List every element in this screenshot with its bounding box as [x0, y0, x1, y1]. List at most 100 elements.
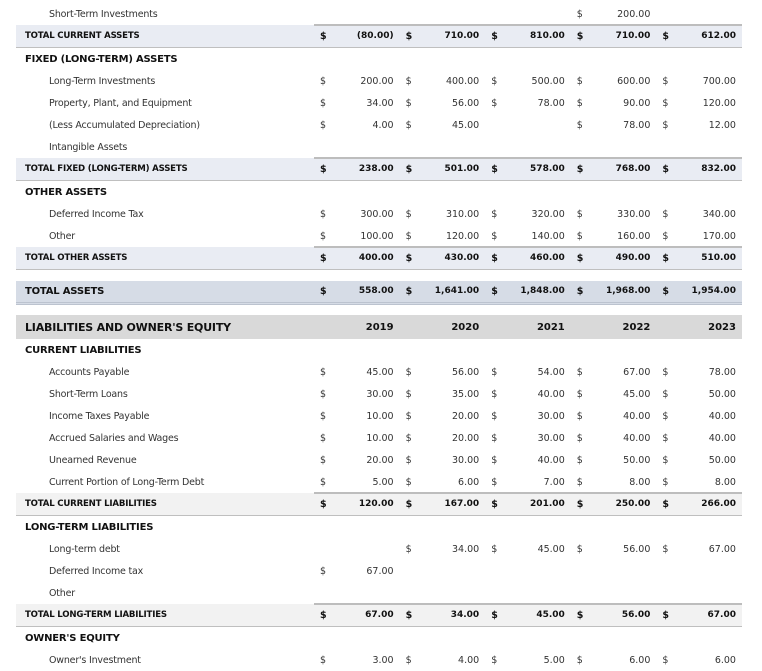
- cell-2022[interactable]: $600.00: [571, 76, 657, 87]
- cell-2022[interactable]: $78.00: [571, 120, 657, 131]
- cell-2021[interactable]: $500.00: [485, 76, 571, 87]
- cell-2023[interactable]: $50.00: [656, 389, 742, 400]
- cell-2019[interactable]: $3.00: [314, 655, 400, 666]
- cell-2019[interactable]: $200.00: [314, 76, 400, 87]
- cell-2022[interactable]: $67.00: [571, 367, 657, 378]
- cell-2020[interactable]: $400.00: [400, 76, 486, 87]
- cell-2023[interactable]: $40.00: [656, 411, 742, 422]
- cell-2023[interactable]: $120.00: [656, 98, 742, 109]
- cell-2022[interactable]: $710.00: [571, 31, 657, 42]
- year-header[interactable]: 2019: [314, 322, 400, 333]
- cell-2019[interactable]: $238.00: [314, 164, 400, 175]
- cell-2020[interactable]: $310.00: [400, 209, 486, 220]
- cell-2021[interactable]: $54.00: [485, 367, 571, 378]
- cell-2021[interactable]: $1,848.00: [485, 286, 571, 297]
- cell-2021[interactable]: $40.00: [485, 455, 571, 466]
- cell-2020[interactable]: $430.00: [400, 253, 486, 264]
- cell-2020[interactable]: $34.00: [400, 544, 486, 555]
- cell-2020[interactable]: $1,641.00: [400, 286, 486, 297]
- cell-2020[interactable]: $56.00: [400, 98, 486, 109]
- cell-2020[interactable]: $45.00: [400, 120, 486, 131]
- cell-2023[interactable]: $6.00: [656, 655, 742, 666]
- cell-2021[interactable]: $30.00: [485, 433, 571, 444]
- cell-2021[interactable]: [485, 566, 571, 577]
- cell-2020[interactable]: $20.00: [400, 433, 486, 444]
- cell-2021[interactable]: $320.00: [485, 209, 571, 220]
- cell-2023[interactable]: $50.00: [656, 455, 742, 466]
- cell-2019[interactable]: $300.00: [314, 209, 400, 220]
- cell-2021[interactable]: $810.00: [485, 31, 571, 42]
- cell-2020[interactable]: $4.00: [400, 655, 486, 666]
- year-header[interactable]: 2022: [571, 322, 657, 333]
- cell-2019[interactable]: $558.00: [314, 286, 400, 297]
- cell-2022[interactable]: $200.00: [571, 9, 657, 20]
- cell-2019[interactable]: $5.00: [314, 477, 400, 488]
- cell-2023[interactable]: $67.00: [656, 610, 742, 621]
- cell-2019[interactable]: $45.00: [314, 367, 400, 378]
- cell-2019[interactable]: $67.00: [314, 566, 400, 577]
- cell-2020[interactable]: [400, 9, 486, 20]
- year-header[interactable]: 2023: [656, 322, 742, 333]
- cell-2021[interactable]: $40.00: [485, 389, 571, 400]
- cell-2021[interactable]: $201.00: [485, 499, 571, 510]
- cell-2022[interactable]: $1,968.00: [571, 286, 657, 297]
- cell-2023[interactable]: $832.00: [656, 164, 742, 175]
- cell-2022[interactable]: $8.00: [571, 477, 657, 488]
- cell-2023[interactable]: [656, 566, 742, 577]
- cell-2020[interactable]: $34.00: [400, 610, 486, 621]
- cell-2023[interactable]: $170.00: [656, 231, 742, 242]
- cell-2020[interactable]: $35.00: [400, 389, 486, 400]
- cell-2019[interactable]: $ (80.00): [314, 31, 400, 42]
- cell-2023[interactable]: $510.00: [656, 253, 742, 264]
- cell-2020[interactable]: $501.00: [400, 164, 486, 175]
- cell-2022[interactable]: $40.00: [571, 433, 657, 444]
- cell-2019[interactable]: $67.00: [314, 610, 400, 621]
- cell-2019[interactable]: $20.00: [314, 455, 400, 466]
- cell-2022[interactable]: $768.00: [571, 164, 657, 175]
- cell-2023[interactable]: [656, 9, 742, 20]
- cell-2020[interactable]: $6.00: [400, 477, 486, 488]
- cell-2023[interactable]: $8.00: [656, 477, 742, 488]
- cell-2021[interactable]: $45.00: [485, 610, 571, 621]
- cell-2022[interactable]: $6.00: [571, 655, 657, 666]
- cell-2019[interactable]: $30.00: [314, 389, 400, 400]
- cell-2023[interactable]: $266.00: [656, 499, 742, 510]
- cell-2019[interactable]: $10.00: [314, 411, 400, 422]
- cell-2020[interactable]: $167.00: [400, 499, 486, 510]
- cell-2022[interactable]: [571, 566, 657, 577]
- cell-2022[interactable]: $250.00: [571, 499, 657, 510]
- cell-2023[interactable]: $612.00: [656, 31, 742, 42]
- cell-2021[interactable]: $7.00: [485, 477, 571, 488]
- cell-2023[interactable]: $340.00: [656, 209, 742, 220]
- cell-2019[interactable]: [314, 544, 400, 555]
- cell-2022[interactable]: $490.00: [571, 253, 657, 264]
- cell-2019[interactable]: $4.00: [314, 120, 400, 131]
- cell-2022[interactable]: $330.00: [571, 209, 657, 220]
- cell-2020[interactable]: [400, 566, 486, 577]
- cell-2022[interactable]: $56.00: [571, 544, 657, 555]
- cell-2019[interactable]: $34.00: [314, 98, 400, 109]
- cell-2023[interactable]: $12.00: [656, 120, 742, 131]
- cell-2021[interactable]: $45.00: [485, 544, 571, 555]
- cell-2022[interactable]: $56.00: [571, 610, 657, 621]
- cell-2023[interactable]: $700.00: [656, 76, 742, 87]
- cell-2021[interactable]: [485, 9, 571, 20]
- cell-2022[interactable]: $50.00: [571, 455, 657, 466]
- cell-2023[interactable]: $78.00: [656, 367, 742, 378]
- cell-2022[interactable]: $90.00: [571, 98, 657, 109]
- cell-2020[interactable]: $20.00: [400, 411, 486, 422]
- cell-2023[interactable]: $40.00: [656, 433, 742, 444]
- cell-2021[interactable]: $30.00: [485, 411, 571, 422]
- cell-2021[interactable]: $578.00: [485, 164, 571, 175]
- cell-2019[interactable]: $400.00: [314, 253, 400, 264]
- cell-2020[interactable]: $30.00: [400, 455, 486, 466]
- cell-2019[interactable]: $120.00: [314, 499, 400, 510]
- cell-2023[interactable]: $67.00: [656, 544, 742, 555]
- cell-2021[interactable]: $140.00: [485, 231, 571, 242]
- year-header[interactable]: 2021: [485, 322, 571, 333]
- cell-2021[interactable]: $5.00: [485, 655, 571, 666]
- cell-2020[interactable]: $120.00: [400, 231, 486, 242]
- cell-2019[interactable]: $100.00: [314, 231, 400, 242]
- cell-2022[interactable]: $160.00: [571, 231, 657, 242]
- cell-2021[interactable]: [485, 120, 571, 131]
